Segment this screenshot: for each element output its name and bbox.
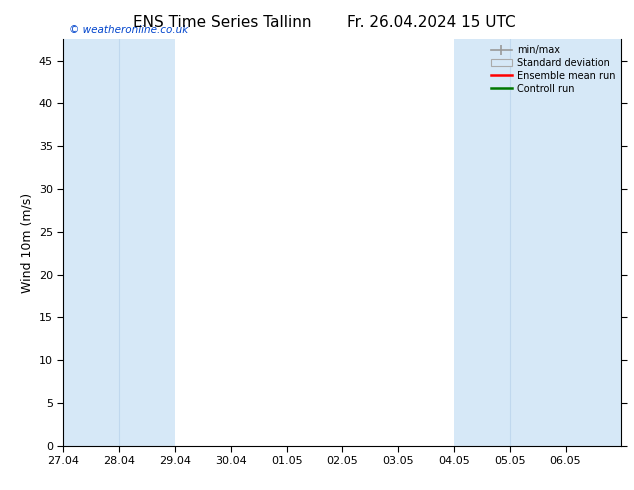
Bar: [63, 39, 175, 446]
Text: Fr. 26.04.2024 15 UTC: Fr. 26.04.2024 15 UTC: [347, 15, 515, 30]
Y-axis label: Wind 10m (m/s): Wind 10m (m/s): [20, 193, 34, 293]
Text: ENS Time Series Tallinn: ENS Time Series Tallinn: [133, 15, 311, 30]
Bar: [454, 39, 621, 446]
Legend: min/max, Standard deviation, Ensemble mean run, Controll run: min/max, Standard deviation, Ensemble me…: [487, 41, 619, 98]
Text: © weatheronline.co.uk: © weatheronline.co.uk: [69, 25, 188, 35]
